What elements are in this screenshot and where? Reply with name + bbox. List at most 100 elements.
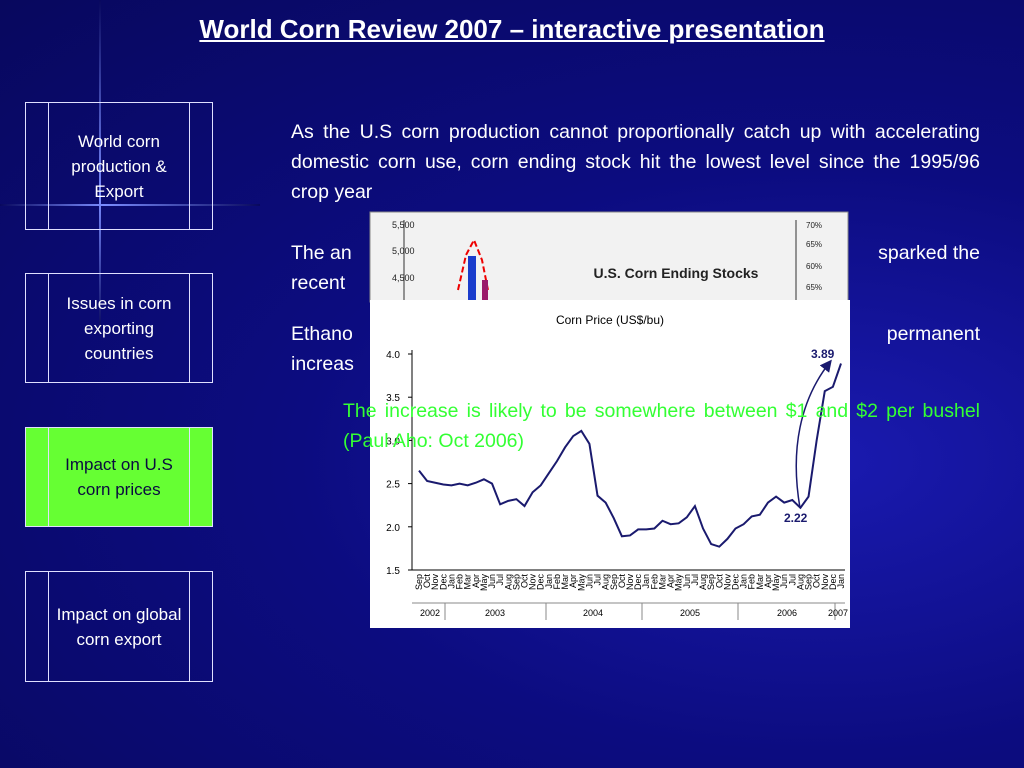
- x-tick-label: Oct: [617, 574, 627, 589]
- x-tick-label: Feb: [649, 574, 659, 590]
- deco-line: [99, 0, 101, 330]
- year-label: 2006: [777, 608, 797, 618]
- x-tick-label: Oct: [714, 574, 724, 589]
- x-tick-label: Nov: [820, 574, 830, 591]
- nav-label: Impact on global corn export: [56, 604, 182, 649]
- nav-item-active[interactable]: Impact on U.S corn prices: [25, 427, 213, 527]
- x-tick-label: Nov: [625, 574, 635, 591]
- x-tick-label: Sep: [706, 574, 716, 590]
- deco-line: [0, 204, 260, 206]
- x-tick-label: Mar: [657, 574, 667, 590]
- deco-bar: [468, 256, 476, 300]
- deco-bar: [482, 280, 488, 300]
- x-tick-label: Oct: [422, 574, 432, 589]
- stocks-label: 70%: [806, 221, 822, 230]
- x-tick-label: May: [576, 574, 586, 592]
- x-tick-label: Apr: [666, 574, 676, 588]
- paragraph-fragment: sparked the: [878, 242, 980, 264]
- x-tick-label: Apr: [568, 574, 578, 588]
- x-tick-label: Jun: [584, 574, 594, 589]
- nav-item[interactable]: Issues in corn exporting countries: [25, 273, 213, 383]
- paragraph-fragment: Ethano: [291, 323, 353, 345]
- paragraph: As the U.S corn production cannot propor…: [291, 121, 980, 203]
- stocks-label: 65%: [806, 283, 822, 292]
- paragraph-fragment: The an: [291, 242, 352, 264]
- stocks-label: 5,000: [392, 246, 415, 256]
- deco-series: [457, 237, 489, 291]
- x-tick-label: Sep: [804, 574, 814, 590]
- x-tick-label: Sep: [609, 574, 619, 590]
- x-tick-label: Jan: [446, 574, 456, 589]
- year-label: 2003: [485, 608, 505, 618]
- nav-item[interactable]: World corn production & Export: [25, 102, 213, 230]
- x-tick-label: Aug: [503, 574, 513, 590]
- note: The increase is likely to be somewhere b…: [343, 400, 980, 452]
- x-tick-label: Dec: [438, 574, 448, 591]
- x-tick-label: Jan: [836, 574, 846, 589]
- x-tick-label: Apr: [763, 574, 773, 588]
- x-tick-label: May: [674, 574, 684, 592]
- x-tick-label: Jun: [682, 574, 692, 589]
- ending-stocks-title: U.S. Corn Ending Stocks: [594, 265, 759, 281]
- y-tick-label: 2.5: [386, 480, 400, 491]
- x-tick-label: Dec: [731, 574, 741, 591]
- y-tick-label: 3.0: [386, 436, 400, 447]
- slide-title: World Corn Review 2007 – interactive pre…: [199, 14, 825, 44]
- x-tick-label: May: [479, 574, 489, 592]
- x-tick-label: Sep: [511, 574, 521, 590]
- year-label: 2007: [828, 608, 848, 618]
- nav-item[interactable]: Impact on global corn export: [25, 571, 213, 682]
- price-chart-bg: [370, 300, 850, 628]
- paragraph-fragment: permanent: [886, 323, 980, 345]
- x-tick-label: Jan: [544, 574, 554, 589]
- stocks-label: 60%: [806, 262, 822, 271]
- price-line: [418, 363, 842, 548]
- x-tick-label: Jun: [779, 574, 789, 589]
- annotation: 3.89: [811, 347, 835, 361]
- x-tick-label: Mar: [463, 574, 473, 590]
- chart-title: Corn Price (US$/bu): [556, 313, 664, 327]
- y-tick-label: 4.0: [386, 350, 400, 361]
- x-tick-label: Jul: [495, 574, 505, 586]
- x-tick-label: Nov: [528, 574, 538, 591]
- x-tick-label: Dec: [633, 574, 643, 591]
- annotation: 2.22: [784, 511, 808, 525]
- year-label: 2005: [680, 608, 700, 618]
- stocks-label: 65%: [806, 240, 822, 249]
- x-tick-label: Aug: [698, 574, 708, 590]
- nav-label: Issues in corn exporting countries: [66, 293, 172, 363]
- x-tick-label: Mar: [755, 574, 765, 590]
- paragraph-fragment: increas: [291, 353, 354, 375]
- x-tick-label: Aug: [795, 574, 805, 590]
- year-label: 2004: [583, 608, 603, 618]
- x-tick-label: Feb: [455, 574, 465, 590]
- nav-label: World corn production & Export: [71, 131, 167, 201]
- x-tick-label: Sep: [414, 574, 424, 590]
- y-tick-label: 3.5: [386, 393, 400, 404]
- x-tick-label: Jul: [690, 574, 700, 586]
- x-tick-label: Jan: [641, 574, 651, 589]
- y-tick-label: 1.5: [386, 566, 400, 577]
- x-tick-label: Jul: [593, 574, 603, 586]
- x-tick-label: Feb: [552, 574, 562, 590]
- x-tick-label: Feb: [747, 574, 757, 590]
- x-tick-label: May: [771, 574, 781, 592]
- stocks-label: 5,500: [392, 220, 415, 230]
- x-tick-label: Mar: [560, 574, 570, 590]
- paragraph-fragment: recent: [291, 272, 346, 294]
- annotation-arrow: [795, 359, 832, 509]
- x-tick-label: Nov: [722, 574, 732, 591]
- x-tick-label: Nov: [430, 574, 440, 591]
- nav-label: Impact on U.S corn prices: [65, 455, 173, 499]
- y-tick-label: 2.0: [386, 523, 400, 534]
- x-tick-label: Dec: [828, 574, 838, 591]
- year-label: 2002: [420, 608, 440, 618]
- ending-stocks-image: [369, 211, 849, 303]
- stocks-label: 4,500: [392, 273, 415, 283]
- x-tick-label: Jun: [487, 574, 497, 589]
- x-tick-label: Jul: [787, 574, 797, 586]
- x-tick-label: Apr: [471, 574, 481, 588]
- x-tick-label: Aug: [601, 574, 611, 590]
